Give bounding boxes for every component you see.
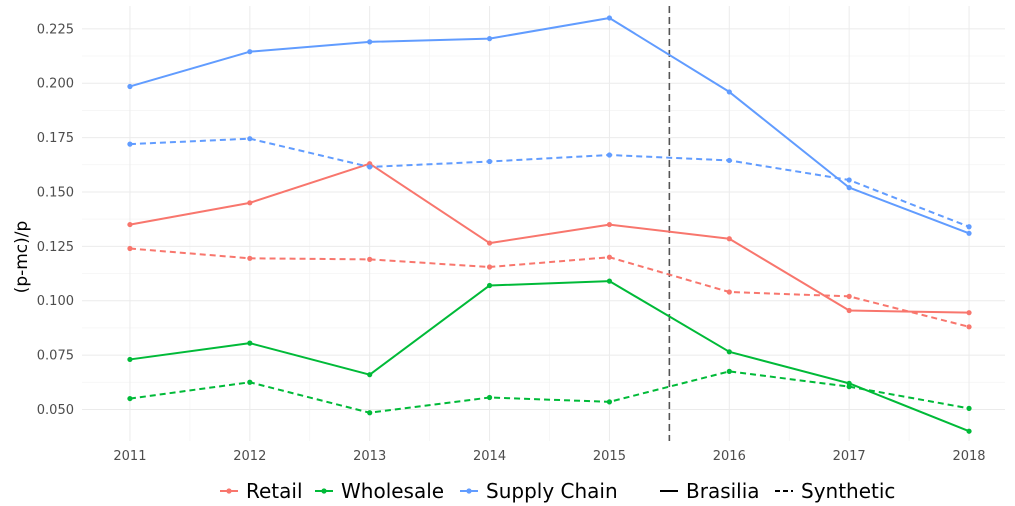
series-line-retail-synthetic bbox=[129, 247, 970, 328]
series-line-wholesale-synthetic bbox=[129, 370, 970, 414]
data-point-supply-chain-synthetic bbox=[846, 177, 852, 183]
data-point-supply-chain-brasilia bbox=[726, 89, 732, 95]
legend-key-point-supply-chain bbox=[466, 488, 472, 494]
data-point-supply-chain-synthetic bbox=[486, 158, 493, 165]
data-point-wholesale-brasilia bbox=[726, 349, 732, 355]
data-point-wholesale-synthetic bbox=[247, 379, 253, 385]
legend-label-synthetic: Synthetic bbox=[801, 479, 895, 503]
data-point-supply-chain-brasilia bbox=[367, 39, 373, 45]
y-tick-label: 0.100 bbox=[37, 294, 74, 309]
data-point-retail-synthetic bbox=[726, 289, 732, 295]
data-point-supply-chain-brasilia bbox=[966, 230, 972, 236]
legend-label-wholesale: Wholesale bbox=[341, 479, 444, 503]
y-axis-ticks: 0.050 0.075 0.100 0.125 0.150 0.175 0.200 0.225 bbox=[37, 22, 74, 418]
data-point-wholesale-brasilia bbox=[486, 282, 493, 289]
series-line-wholesale-brasilia bbox=[129, 280, 970, 433]
data-point-supply-chain-synthetic bbox=[726, 157, 732, 164]
x-tick-label: 2011 bbox=[113, 449, 146, 464]
data-point-wholesale-synthetic bbox=[726, 368, 732, 374]
data-point-supply-chain-brasilia bbox=[486, 36, 493, 42]
y-axis-title: (p-mc)/p bbox=[12, 221, 32, 294]
data-point-wholesale-synthetic bbox=[127, 395, 133, 402]
x-tick-label: 2014 bbox=[473, 449, 506, 464]
data-point-supply-chain-brasilia bbox=[606, 15, 613, 21]
y-tick-label: 0.125 bbox=[37, 240, 74, 255]
y-tick-label: 0.225 bbox=[37, 22, 74, 37]
data-point-wholesale-synthetic bbox=[367, 410, 373, 416]
data-point-retail-brasilia bbox=[606, 221, 613, 228]
data-point-retail-synthetic bbox=[127, 245, 133, 252]
legend: Retail Wholesale Supply Chain Brasilia Synth… bbox=[220, 479, 895, 503]
data-point-retail-brasilia bbox=[726, 236, 732, 242]
data-point-wholesale-brasilia bbox=[127, 356, 133, 363]
data-point-supply-chain-brasilia bbox=[247, 49, 253, 55]
data-point-supply-chain-synthetic bbox=[966, 224, 972, 230]
data-point-retail-synthetic bbox=[606, 254, 613, 260]
data-point-supply-chain-synthetic bbox=[127, 141, 133, 147]
x-tick-label: 2015 bbox=[593, 449, 626, 464]
data-point-wholesale-synthetic bbox=[486, 394, 493, 401]
data-point-supply-chain-synthetic bbox=[606, 152, 613, 158]
data-point-wholesale-synthetic bbox=[606, 399, 613, 405]
series-line-supply-chain-brasilia bbox=[129, 16, 970, 235]
data-point-retail-brasilia bbox=[966, 310, 972, 316]
data-point-retail-synthetic bbox=[846, 293, 852, 299]
data-point-retail-synthetic bbox=[247, 255, 253, 261]
legend-label-brasilia: Brasilia bbox=[686, 479, 760, 503]
data-point-retail-brasilia bbox=[486, 240, 493, 246]
x-tick-label: 2013 bbox=[353, 449, 386, 464]
data-point-retail-synthetic bbox=[367, 256, 373, 262]
data-point-wholesale-synthetic bbox=[846, 384, 852, 390]
y-tick-label: 0.175 bbox=[37, 131, 74, 146]
y-tick-label: 0.200 bbox=[37, 77, 74, 92]
y-tick-label: 0.050 bbox=[37, 403, 74, 418]
data-point-wholesale-brasilia bbox=[367, 372, 373, 378]
legend-label-retail: Retail bbox=[246, 479, 303, 503]
data-point-wholesale-brasilia bbox=[247, 340, 253, 346]
legend-label-supply-chain: Supply Chain bbox=[486, 479, 618, 503]
data-point-wholesale-synthetic bbox=[966, 405, 972, 411]
data-point-retail-brasilia bbox=[127, 221, 133, 228]
data-point-wholesale-brasilia bbox=[606, 278, 613, 284]
data-point-retail-brasilia bbox=[247, 200, 253, 206]
x-tick-label: 2012 bbox=[233, 449, 266, 464]
series-line-retail-brasilia bbox=[129, 162, 970, 314]
x-axis-ticks: 2011 2012 2013 2014 2015 2016 2017 2018 bbox=[113, 449, 985, 464]
series-line-supply-chain-synthetic bbox=[129, 137, 970, 228]
y-tick-label: 0.075 bbox=[37, 349, 74, 364]
data-point-supply-chain-synthetic bbox=[367, 164, 373, 170]
series-layer bbox=[127, 15, 972, 434]
x-tick-label: 2016 bbox=[713, 449, 746, 464]
data-point-retail-synthetic bbox=[486, 264, 493, 270]
y-tick-label: 0.150 bbox=[37, 185, 74, 200]
data-point-retail-synthetic bbox=[966, 324, 972, 330]
data-point-supply-chain-synthetic bbox=[247, 136, 253, 142]
x-tick-label: 2017 bbox=[833, 449, 866, 464]
data-point-retail-brasilia bbox=[846, 307, 852, 314]
x-tick-label: 2018 bbox=[952, 449, 985, 464]
legend-key-point-wholesale bbox=[321, 488, 327, 494]
grid-layer bbox=[82, 6, 1005, 441]
data-point-supply-chain-brasilia bbox=[846, 185, 852, 191]
data-point-wholesale-brasilia bbox=[966, 428, 972, 434]
legend-key-point-retail bbox=[226, 488, 232, 494]
data-point-supply-chain-brasilia bbox=[127, 83, 133, 90]
